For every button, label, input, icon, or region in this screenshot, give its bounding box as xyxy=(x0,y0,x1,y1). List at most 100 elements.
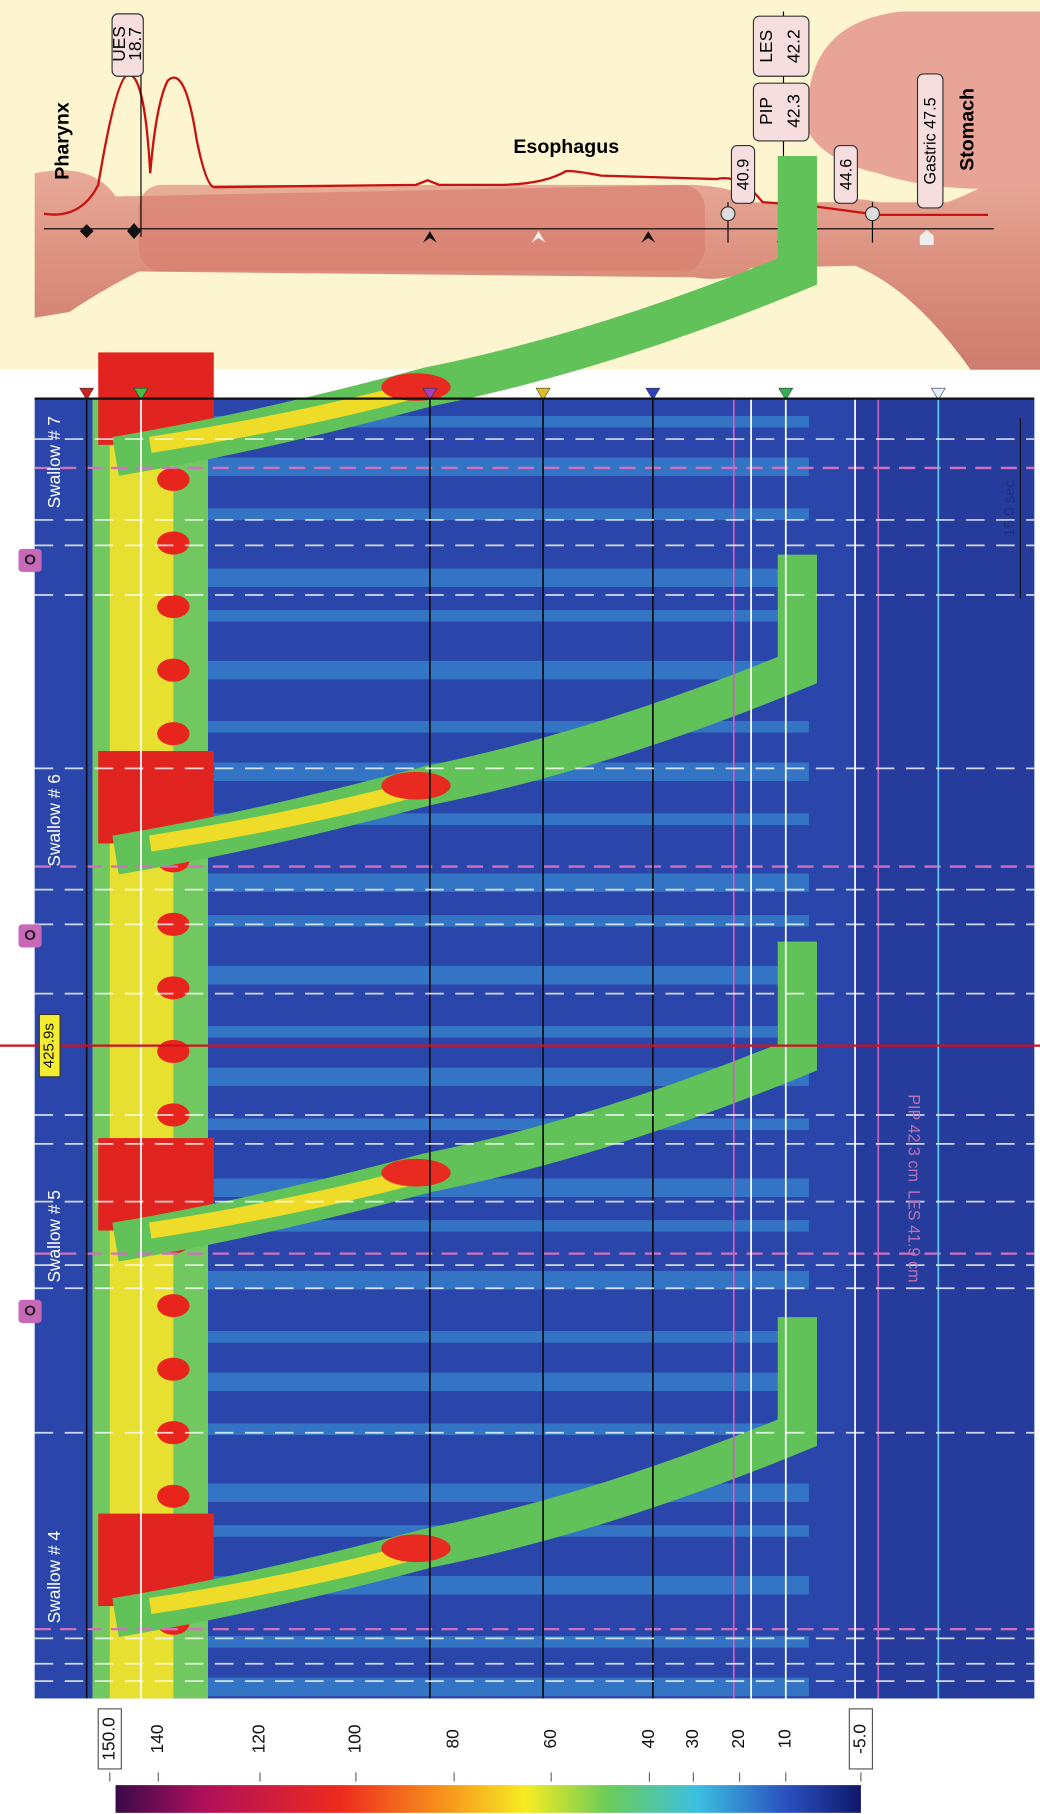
ues-blob xyxy=(157,722,190,746)
event-mark: O xyxy=(24,927,36,944)
event-box xyxy=(18,924,42,948)
sensor-marker xyxy=(864,206,880,222)
scale-label: 10 xyxy=(774,1729,794,1748)
stripe xyxy=(150,1067,809,1087)
stripe xyxy=(150,1636,809,1648)
stripe xyxy=(150,1220,809,1232)
cursor-label: 425.9s xyxy=(41,1023,58,1068)
stripe xyxy=(150,1270,809,1290)
scale-label: 40 xyxy=(638,1729,658,1748)
scale-label: 60 xyxy=(540,1729,560,1748)
channel-tick xyxy=(930,387,946,401)
ues-blob xyxy=(157,595,190,619)
stripe xyxy=(150,660,809,680)
interval-label: 15.0 sec xyxy=(1001,480,1018,537)
stripe xyxy=(150,915,809,927)
scale-label: 140 xyxy=(147,1724,167,1753)
ues-blob xyxy=(157,976,190,1000)
wave-peak xyxy=(381,1534,451,1563)
position-label: 40.9 xyxy=(734,159,752,190)
color-scale xyxy=(115,1785,861,1813)
stripe xyxy=(150,1026,809,1038)
gastric-region xyxy=(855,398,1035,1699)
scale-box xyxy=(848,1708,874,1770)
pip-value: 42.3 xyxy=(784,94,804,128)
ues-markers xyxy=(79,222,141,240)
stripe xyxy=(150,1118,809,1130)
ues-label: UES xyxy=(109,26,129,62)
ues-blob xyxy=(157,531,190,555)
ues-blob xyxy=(157,1294,190,1318)
cursor-box xyxy=(38,1013,61,1078)
stripe xyxy=(150,610,809,622)
swallow-label: Swallow # 7 xyxy=(44,416,64,508)
swallow-label: Swallow # 5 xyxy=(44,1190,64,1282)
wave-peak xyxy=(381,771,451,800)
event-mark: O xyxy=(24,1302,36,1319)
position-label: 44.6 xyxy=(837,159,855,190)
stripe xyxy=(150,873,809,892)
channel-tick xyxy=(422,387,438,401)
wave-peak xyxy=(381,1158,451,1187)
channel-tick xyxy=(79,387,95,401)
stripe xyxy=(150,1372,809,1392)
pip-box xyxy=(752,82,810,142)
annotation: LES 41.9 cm xyxy=(905,1190,923,1282)
wave-peak xyxy=(381,373,451,401)
esophagus-label: Esophagus xyxy=(513,136,619,158)
stripe xyxy=(150,508,809,520)
gastric-marker xyxy=(919,229,934,245)
stripe xyxy=(150,813,809,825)
stripe xyxy=(150,568,809,587)
les-value: 42.2 xyxy=(784,29,804,63)
scale-label: -5.0 xyxy=(849,1724,869,1754)
stripe xyxy=(150,720,809,733)
scale-label: 30 xyxy=(682,1729,702,1748)
ues-blob xyxy=(157,467,190,492)
swallow-label: Swallow # 4 xyxy=(44,1531,64,1624)
pip-label: PIP xyxy=(756,97,776,125)
overlay: Swallow # 7 Swallow # 6 Swallow # 5 Swallow… xyxy=(0,387,1040,1699)
pos-box xyxy=(730,145,756,204)
event-box xyxy=(18,1299,42,1323)
les-label: LES xyxy=(756,30,776,63)
scale-label: 20 xyxy=(728,1729,748,1748)
scale-label: 100 xyxy=(344,1724,364,1753)
les-box xyxy=(752,15,810,77)
gastric-box xyxy=(916,73,944,209)
event-mark: O xyxy=(24,551,36,568)
ues-blob xyxy=(157,1357,190,1381)
event-box xyxy=(18,548,42,572)
ues-box xyxy=(111,13,144,77)
ues-blob xyxy=(157,1484,190,1508)
scale-box xyxy=(97,1708,122,1770)
ues-blob xyxy=(157,1039,190,1063)
stripe xyxy=(150,1677,809,1697)
channel-tick xyxy=(535,387,551,401)
scale-label: 120 xyxy=(249,1724,269,1753)
channel-tick xyxy=(778,387,794,401)
swallow-label: Swallow # 6 xyxy=(44,774,64,866)
gastric-label: Gastric 47.5 xyxy=(922,97,940,184)
channel-tick xyxy=(133,387,149,401)
pressure-topography xyxy=(0,155,1040,1814)
scale-label: 80 xyxy=(443,1729,463,1748)
stripe xyxy=(150,965,809,985)
sensor-marker xyxy=(720,206,736,222)
stomach-label: Stomach xyxy=(957,88,979,171)
stripe xyxy=(150,1331,809,1343)
anatomy-panel: Pharynx Esophagus Stomach UES 18.7 PIP 4… xyxy=(0,0,1040,370)
ues-value: 18.7 xyxy=(125,27,145,61)
stripe xyxy=(150,415,809,428)
pharynx-label: Pharynx xyxy=(52,102,74,180)
pos-box xyxy=(833,145,858,204)
annotation: PIP 42.3 cm xyxy=(905,1094,923,1182)
channel-tick xyxy=(645,387,661,401)
ues-blob xyxy=(157,658,190,682)
pressure-curve xyxy=(43,73,988,217)
stripe xyxy=(150,1423,809,1436)
scale-label: 150.0 xyxy=(98,1717,118,1760)
channel-marker-light xyxy=(531,231,546,243)
